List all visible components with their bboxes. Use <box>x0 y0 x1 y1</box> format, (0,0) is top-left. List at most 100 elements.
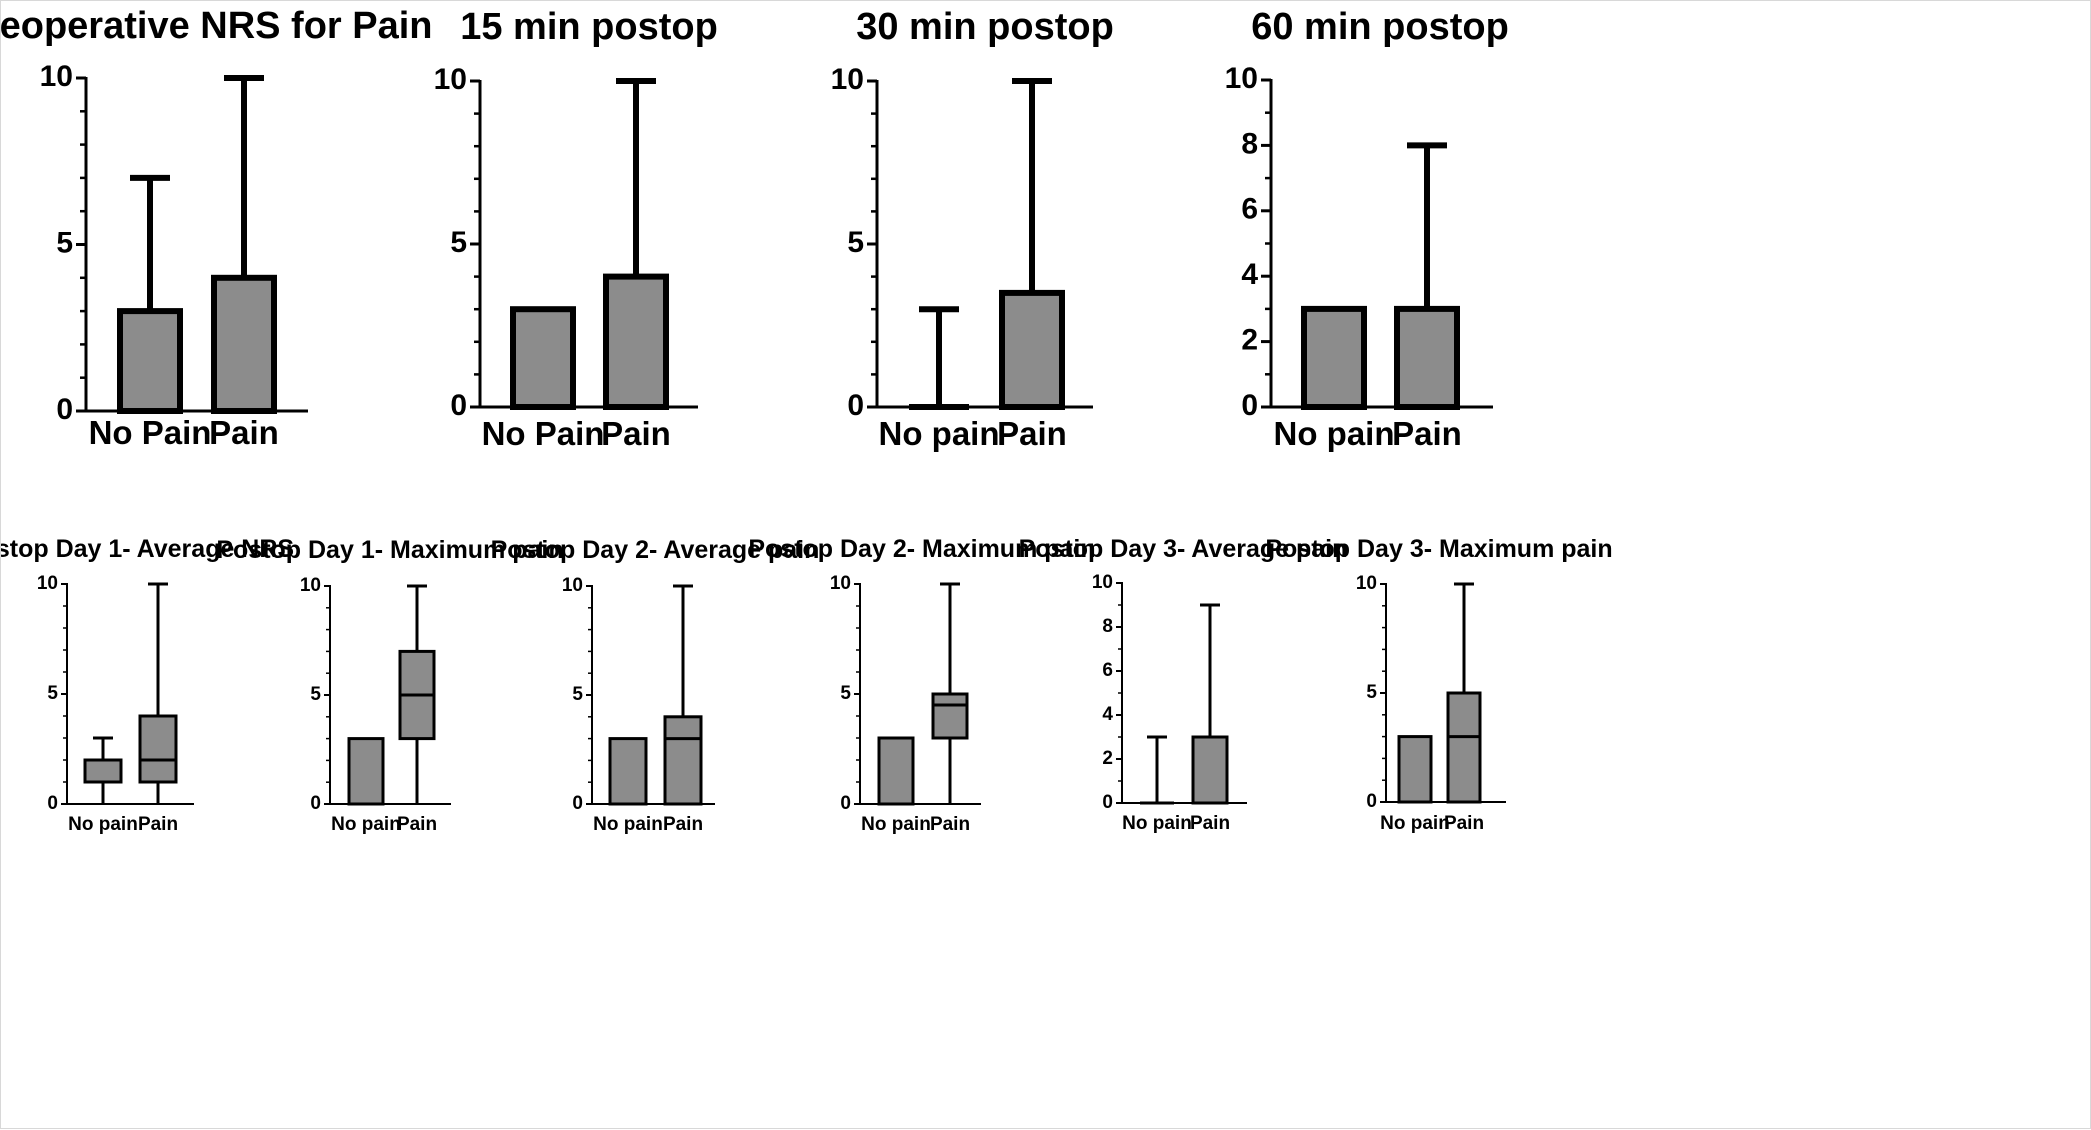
chart-title: 60 min postop <box>1251 6 1509 48</box>
chart-title: Postop Day 3- Maximum pain <box>1265 535 1612 563</box>
category-label: No Pain <box>89 414 212 451</box>
box-body <box>663 715 703 806</box>
chart-title: Postop Day 1- Maximum pain <box>216 536 563 564</box>
chart-panel-9: Postop Day 3- Average pain 0 2 4 6 8 10 No pain… <box>1019 535 1348 834</box>
y-tick-label: 0 <box>847 389 864 422</box>
category-label: Pain <box>138 814 178 835</box>
y-tick-label: 2 <box>1241 324 1258 357</box>
box-pain <box>398 584 436 804</box>
y-tick-label: 10 <box>1225 62 1258 95</box>
category-label: Pain <box>663 814 703 835</box>
chart-panel-8: Postop Day 2- Maximum pain 0 5 10 No pain Pai… <box>748 535 1095 835</box>
category-label: Pain <box>601 415 671 452</box>
y-tick-label: 0 <box>1366 791 1377 812</box>
category-label: No pain <box>331 814 401 835</box>
box-pain <box>1394 142 1460 410</box>
y-tick-label: 0 <box>1102 792 1113 813</box>
y-tick-label: 0 <box>56 393 73 426</box>
y-tick-label: 10 <box>1092 572 1113 593</box>
chart-title: 15 min postop <box>460 6 718 48</box>
box-pain <box>931 582 969 804</box>
y-tick-label: 10 <box>562 575 583 596</box>
category-label: No pain <box>68 814 138 835</box>
box-body <box>603 273 669 410</box>
box-no-pain <box>1397 735 1433 804</box>
category-label: No Pain <box>482 415 605 452</box>
box-no-pain <box>510 306 576 411</box>
y-tick-label: 5 <box>450 226 467 259</box>
box-pain <box>1446 582 1482 804</box>
chart-title: Postop Day 2- Average pain <box>491 536 820 564</box>
y-tick-label: 4 <box>1241 258 1258 291</box>
chart-title: Preoperative NRS for Pain <box>1 5 433 47</box>
box-body <box>931 692 969 740</box>
box-body <box>1394 305 1460 410</box>
box-body <box>347 737 385 806</box>
y-tick-label: 5 <box>1366 682 1377 703</box>
y-tick-label: 10 <box>1356 573 1377 594</box>
category-label: Pain <box>1392 415 1462 452</box>
box-pain <box>211 75 277 414</box>
chart-title: Postop Day 1- Average NRS <box>1 535 294 563</box>
chart-title: Postop Day 3- Average pain <box>1019 535 1348 563</box>
y-tick-label: 0 <box>572 793 583 814</box>
y-tick-label: 0 <box>47 793 58 814</box>
chart-panel-7: Postop Day 2- Average pain 0 5 10 No pain Pai… <box>491 536 820 835</box>
y-tick-label: 0 <box>1241 389 1258 422</box>
category-label: No pain <box>1122 813 1192 834</box>
y-tick-label: 10 <box>830 573 851 594</box>
y-tick-label: 10 <box>37 573 58 594</box>
category-label: Pain <box>1444 813 1484 834</box>
y-tick-label: 10 <box>40 60 73 93</box>
category-label: No pain <box>879 415 1000 452</box>
box-pain <box>999 78 1065 410</box>
box-body <box>117 308 183 415</box>
y-tick-label: 6 <box>1241 193 1258 226</box>
category-label: Pain <box>397 814 437 835</box>
y-tick-label: 8 <box>1241 127 1258 160</box>
box-body <box>1446 691 1482 804</box>
category-label: Pain <box>1190 813 1230 834</box>
box-no-pain <box>347 737 385 806</box>
box-body <box>138 714 178 784</box>
y-tick-label: 5 <box>847 226 864 259</box>
box-no-pain <box>1140 735 1174 805</box>
y-tick-label: 10 <box>300 575 321 596</box>
box-no-pain <box>909 306 969 410</box>
y-tick-label: 0 <box>450 389 467 422</box>
category-label: Pain <box>997 415 1067 452</box>
box-body <box>1397 735 1433 804</box>
box-body <box>510 306 576 411</box>
category-label: No pain <box>861 814 931 835</box>
y-tick-label: 6 <box>1102 660 1113 681</box>
y-tick-label: 4 <box>1102 704 1113 725</box>
category-label: No pain <box>1380 813 1450 834</box>
box-pain <box>138 582 178 804</box>
chart-panel-6: Postop Day 1- Maximum pain 0 5 10 No painPai… <box>216 536 563 835</box>
category-label: No pain <box>593 814 663 835</box>
box-no-pain <box>877 736 915 806</box>
y-tick-label: 5 <box>840 683 851 704</box>
box-body <box>877 736 915 806</box>
y-tick-label: 5 <box>310 684 321 705</box>
box-body <box>999 289 1065 410</box>
y-tick-label: 2 <box>1102 748 1113 769</box>
box-body <box>1301 305 1367 410</box>
y-tick-label: 10 <box>434 63 467 96</box>
y-tick-label: 0 <box>840 793 851 814</box>
chart-title: Postop Day 2- Maximum pain <box>748 535 1095 563</box>
box-pain <box>663 584 703 806</box>
chart-panel-10: Postop Day 3- Maximum pain 0 5 10 No painPai… <box>1265 535 1612 834</box>
category-label: Pain <box>209 414 279 451</box>
y-tick-label: 10 <box>831 63 864 96</box>
box-no-pain <box>1301 305 1367 410</box>
y-tick-label: 5 <box>47 683 58 704</box>
y-tick-label: 5 <box>572 684 583 705</box>
box-no-pain <box>117 174 183 415</box>
